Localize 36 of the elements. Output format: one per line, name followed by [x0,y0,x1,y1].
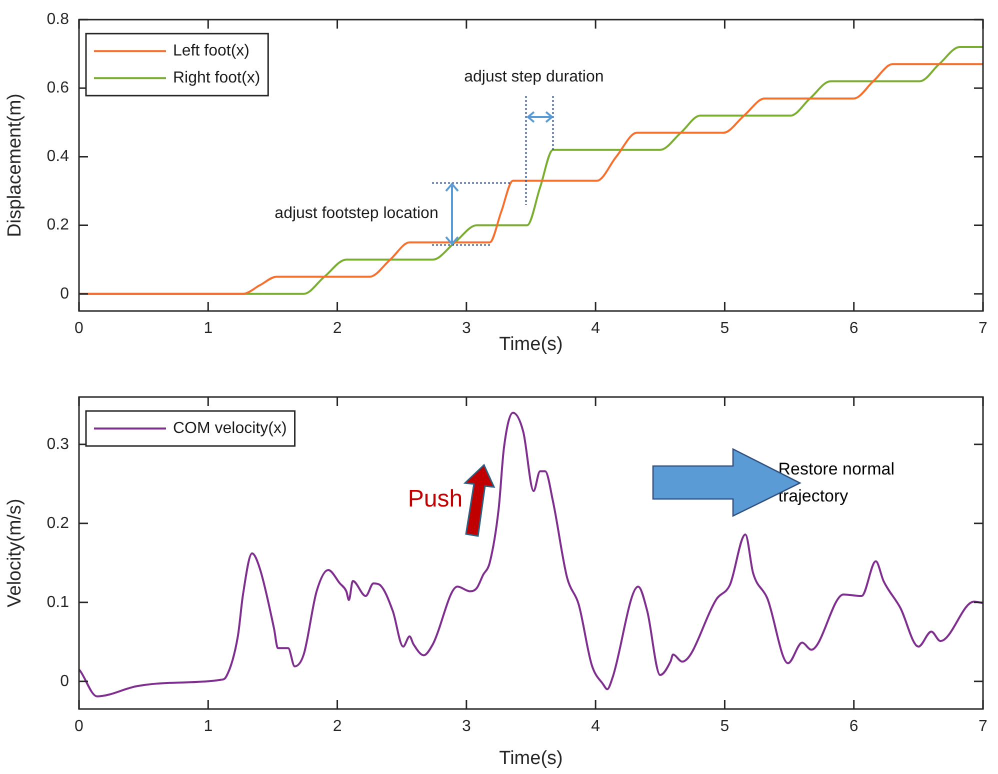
y-tick-label: 0.6 [46,80,70,97]
x-axis-title: Time(s) [499,748,563,769]
x-tick-label: 3 [462,320,471,338]
x-tick-label: 6 [849,320,858,338]
x-tick-label: 3 [462,718,471,736]
annotation: adjust footstep location [274,205,438,222]
y-tick-label: 0.3 [46,436,70,453]
x-tick-label: 7 [978,718,988,736]
x-tick-label: 5 [720,320,730,338]
y-tick-label: 0 [60,285,70,302]
legend-label: COM velocity(x) [173,420,287,437]
y-axis-title: Velocity(m/s) [4,498,26,608]
x-axis-title: Time(s) [499,334,563,355]
x-tick-label: 2 [332,718,342,736]
y-tick-label: 0.1 [46,594,70,611]
x-tick-label: 4 [591,320,600,338]
y-tick-label: 0.8 [46,11,70,28]
x-tick-label: 0 [74,320,84,338]
y-tick-label: 0.2 [46,514,70,532]
x-tick-label: 7 [978,320,988,338]
x-tick-label: 2 [332,320,342,338]
x-tick-label: 0 [74,718,84,736]
y-tick-label: 0.4 [46,148,70,166]
x-tick-label: 5 [720,718,730,736]
annotation: Push [408,486,463,513]
x-tick-label: 1 [204,718,213,736]
x-tick-label: 4 [591,718,600,736]
x-tick-label: 6 [849,718,858,736]
y-tick-label: 0 [60,672,70,690]
x-tick-label: 1 [204,320,213,338]
annotation: Restore normal trajectory [778,459,894,506]
y-axis-title: Displacement(m) [4,94,26,238]
annotation: adjust step duration [464,68,604,86]
y-tick-label: 0.2 [46,216,70,234]
legend-label: Right foot(x) [173,70,260,87]
legend-label: Left foot(x) [173,42,250,60]
